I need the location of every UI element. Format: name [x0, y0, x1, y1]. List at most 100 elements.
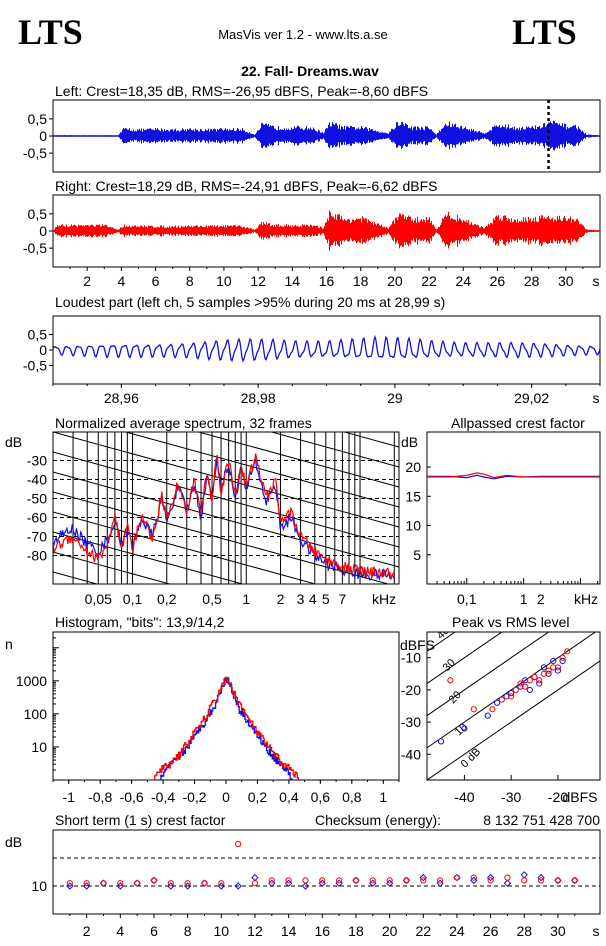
- peak-rms-right-point: [512, 686, 519, 694]
- peak-rms-crest-line: [427, 660, 600, 780]
- short-term-right-point: [521, 877, 528, 884]
- loudest-part-signal: [52, 334, 601, 363]
- right_waveform-xtick-label: 8: [186, 273, 194, 289]
- spectrum-series: [53, 453, 395, 582]
- right_waveform-xtick-label: 10: [216, 273, 232, 289]
- short-term-left-point: [251, 873, 259, 882]
- short-term-right-point: [302, 877, 309, 884]
- spectrum-diagonal: [53, 451, 399, 548]
- histogram-xtick-label: 0,8: [342, 789, 362, 805]
- peak-rms-crest-label: 0 dB: [459, 746, 483, 770]
- peak-rms-right-point: [559, 654, 566, 661]
- short-term-left-point: [520, 871, 528, 879]
- right_waveform-xtick-label: 2: [83, 273, 91, 289]
- spectrum-ytick-label: -50: [27, 491, 47, 507]
- loudest-part-title: Loudest part (left ch, 5 samples >95% du…: [55, 294, 445, 310]
- spectrum-xtick-label: 4: [309, 591, 317, 607]
- spectrum-diagonal: [53, 551, 172, 584]
- peak-rms-right-point: [536, 677, 543, 684]
- spectrum-xtick-label: 0,1: [123, 591, 143, 607]
- peak-rms-xtick-label: dBFS: [562, 789, 597, 805]
- histogram-xtick-label: -0,4: [151, 789, 175, 805]
- peak-rms-left-point: [494, 699, 501, 706]
- short-term-right-point: [268, 877, 275, 884]
- short-term-right-point: [319, 877, 326, 884]
- short-term-right-point: [386, 877, 393, 884]
- peak-rms-right-point: [447, 677, 454, 684]
- short-term-crest-title: Short term (1 s) crest factor: [55, 812, 226, 828]
- short-term-right-point: [235, 840, 242, 848]
- short-term-xtick-label: 26: [483, 923, 499, 939]
- loudest-xtick-label: 28,96: [104, 390, 139, 406]
- peak-rms-left-point: [536, 680, 543, 687]
- loudest-xtick-label: 29,02: [514, 390, 549, 406]
- spectrum-ytick-label: -80: [27, 548, 47, 564]
- right_waveform-xtick-label: 20: [387, 273, 403, 289]
- right_waveform-xtick-label: 22: [421, 273, 437, 289]
- short-term-xtick-label: 22: [415, 923, 431, 939]
- left_waveform-ytick-label: -0,5: [23, 145, 47, 161]
- histogram-xtick-label: 1: [379, 789, 387, 805]
- spectrum-ytick-label: -70: [27, 529, 47, 545]
- left-waveform-title: Left: Crest=18,35 dB, RMS=-26,95 dBFS, P…: [55, 83, 428, 99]
- right_waveform-ytick-label: 0: [39, 223, 47, 239]
- allpassed-xtick-label: 0,1: [457, 591, 477, 607]
- peak-rms-crest-label: 40: [435, 625, 452, 642]
- short-term-left-point: [537, 873, 545, 882]
- right_waveform-ytick-label: 0,5: [28, 206, 48, 222]
- right_waveform-xtick-label: 12: [250, 273, 266, 289]
- peak-rms-left-point: [461, 725, 468, 732]
- right_waveform-xtick-label: 18: [353, 273, 369, 289]
- right_waveform-xtick-label: 14: [285, 273, 301, 289]
- short-term-right-point: [218, 880, 225, 887]
- peak-rms-right-point: [522, 683, 529, 690]
- short-term-ytick-label: 10: [31, 878, 47, 894]
- peak-rms-xtick-label: -20: [548, 789, 568, 805]
- short-term-right-point: [470, 874, 477, 881]
- left_waveform-ytick-label: 0,5: [28, 111, 48, 127]
- peak-vs-rms-title: Peak vs RMS level: [452, 614, 569, 630]
- right_waveform-xtick-label: 4: [117, 273, 125, 289]
- histogram-xtick-label: -0,8: [88, 789, 112, 805]
- peak-rms-crest-line: [427, 632, 597, 749]
- short-term-right-point: [100, 880, 107, 887]
- histogram-xtick-label: 0,2: [248, 789, 268, 805]
- spectrum-ytick-label: -30: [27, 453, 47, 469]
- allpassed-ylabel: dB: [401, 434, 418, 450]
- checksum-value: 8 132 751 428 700: [483, 812, 600, 828]
- short-term-xtick-label: 8: [184, 923, 192, 939]
- short-term-xtick-label: 28: [516, 923, 532, 939]
- short-term-right-point: [437, 877, 444, 884]
- short-term-right-point: [201, 880, 208, 887]
- spectrum-xtick-label: 5: [322, 591, 330, 607]
- peak-rms-left-point: [484, 712, 491, 719]
- short-term-left-point: [486, 873, 495, 882]
- right_waveform-xtick-label: 24: [455, 273, 471, 289]
- loudest-xtick-label: 29: [387, 390, 403, 406]
- allpassed-ytick-label: 20: [405, 459, 421, 475]
- peak-rms-ytick-label: -10: [401, 650, 421, 666]
- peak-rms-left-point: [503, 693, 510, 700]
- spectrum-diagonal: [53, 432, 399, 528]
- allpassed-right-line: [427, 472, 600, 479]
- logo-right: LTS: [512, 12, 577, 52]
- right_waveform-xtick-label: 28: [524, 273, 540, 289]
- peak-rms-right-point: [498, 696, 505, 703]
- loudest-ytick-label: 0: [39, 342, 47, 358]
- short-term-right-point: [369, 877, 376, 884]
- short-term-right-point: [504, 874, 511, 881]
- histogram-left-line: [159, 677, 293, 781]
- peak-rms-right-point: [508, 693, 515, 700]
- short-term-xtick-label: 18: [348, 923, 364, 939]
- peak-rms-left-point: [508, 690, 515, 697]
- peak-rms-ytick-label: -40: [401, 746, 421, 762]
- right_waveform-ytick-label: -0,5: [23, 240, 47, 256]
- peak-rms-left-point: [559, 657, 566, 665]
- short-term-right-point: [336, 877, 343, 884]
- short-term-xtick-label: 12: [247, 923, 263, 939]
- short-term-right-point: [251, 880, 259, 887]
- histogram-xtick-label: -0,6: [120, 789, 144, 805]
- spectrum-xtick-label: 0,5: [202, 591, 222, 607]
- short-term-xtick-label: 24: [449, 923, 465, 939]
